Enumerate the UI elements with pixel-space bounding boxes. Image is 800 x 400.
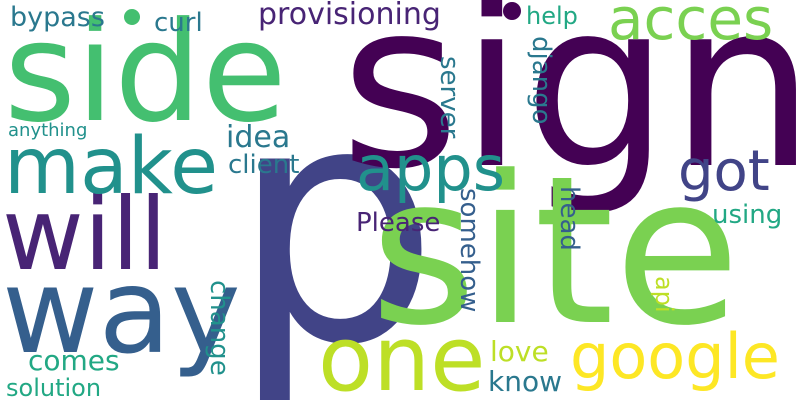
word-sign: sign — [340, 0, 800, 220]
word-head: head — [554, 186, 584, 251]
dot-right — [503, 2, 521, 20]
word-way: way — [2, 242, 241, 380]
word-apps: apps — [356, 132, 506, 205]
word-api: api — [650, 276, 678, 313]
word-acces: acces — [608, 0, 774, 53]
word-somehow: somehow — [454, 188, 484, 313]
word-help: help — [526, 2, 578, 30]
word-using: using — [712, 200, 783, 230]
word-please: Please — [356, 208, 441, 238]
word-change: change — [204, 280, 234, 376]
word-got: got — [678, 139, 770, 204]
word-comes: comes — [28, 344, 120, 377]
word-google: google — [570, 320, 780, 393]
word-solution: solution — [6, 374, 102, 400]
word-side: side — [4, 0, 287, 153]
word-server: server — [434, 56, 464, 139]
word-client: client — [228, 150, 300, 180]
dot-left — [124, 9, 140, 25]
word-p: p — [230, 33, 440, 400]
word-bypass: bypass — [10, 2, 105, 33]
word-love: love — [490, 335, 549, 368]
word-curl: curl — [154, 8, 203, 38]
word-anything: anything — [8, 120, 88, 141]
word-know: know — [488, 365, 562, 398]
word-provisioning: provisioning — [258, 0, 441, 32]
word-django: django — [526, 36, 556, 125]
word-idea: idea — [226, 120, 291, 155]
word-will: will — [2, 176, 168, 293]
word-site: site — [370, 133, 741, 371]
word-one: one — [318, 307, 486, 400]
word-make: make — [4, 122, 219, 212]
